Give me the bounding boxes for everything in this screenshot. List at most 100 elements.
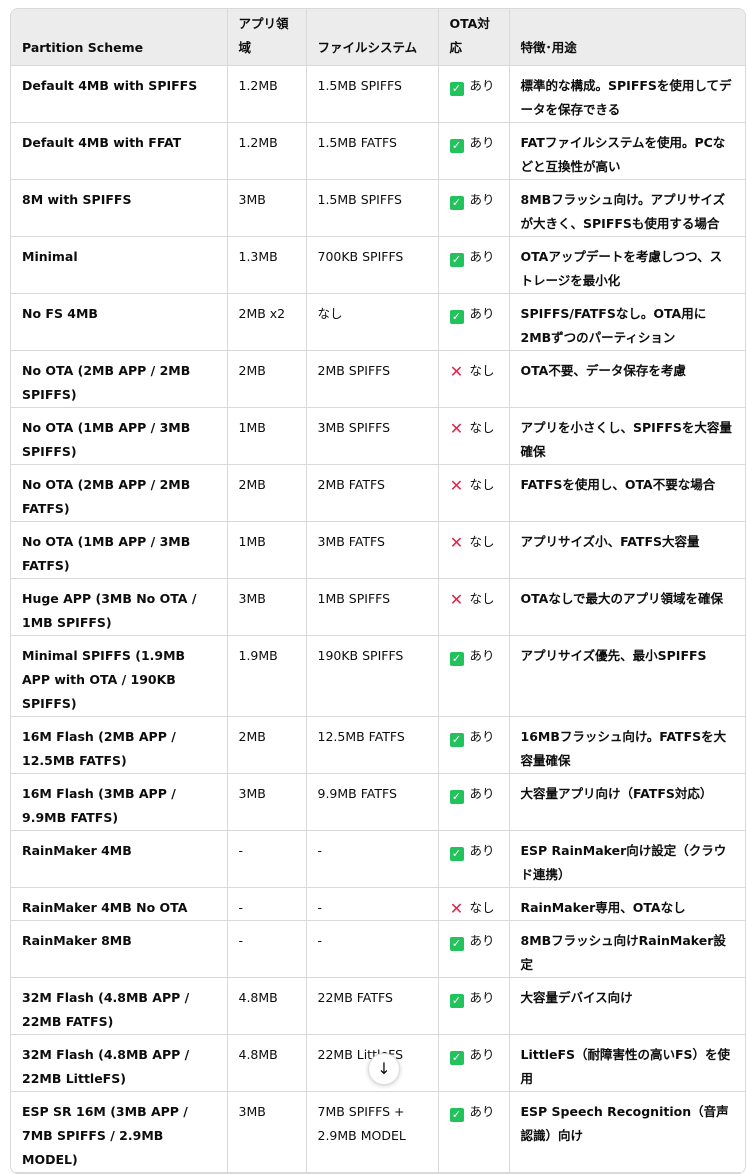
cell-scheme: Default 4MB with SPIFFS xyxy=(11,65,228,123)
cell-ota: ✓ あり xyxy=(438,1091,510,1173)
cross-icon: ✕ xyxy=(449,476,464,495)
cell-description: アプリを小さくし、SPIFFSを大容量確保 xyxy=(509,407,745,465)
ota-label: あり xyxy=(469,249,495,264)
cell-ota: ✓ あり xyxy=(438,122,510,180)
cell-ota: ✓ あり xyxy=(438,293,510,351)
cell-scheme: 32M Flash (4.8MB APP / 22MB FATFS) xyxy=(11,977,228,1035)
cell-ota: ✕ なし xyxy=(438,464,510,522)
cross-icon: ✕ xyxy=(449,590,464,609)
cell-app-size: 3MB xyxy=(227,578,307,636)
check-icon: ✓ xyxy=(449,733,464,747)
cell-app-size: - xyxy=(227,887,307,921)
header-features: 特徴･用途 xyxy=(509,9,745,66)
cell-scheme: 8M with SPIFFS xyxy=(11,179,228,237)
ota-label: あり xyxy=(469,78,495,93)
ota-label: なし xyxy=(469,900,495,915)
cell-filesystem: 22MB FATFS xyxy=(306,977,439,1035)
table-row: Minimal 1.3MB 700KB SPIFFS ✓ あり OTAアップデートを考慮し… xyxy=(11,236,745,294)
check-icon: ✓ xyxy=(449,139,464,153)
cell-filesystem: 700KB SPIFFS xyxy=(306,236,439,294)
cell-description: ESP Speech Recognition（音声認識）向け xyxy=(509,1091,745,1173)
partition-table-container: Partition Scheme アプリ領域 ファイルシステム OTA対応 特徴… xyxy=(10,8,746,1174)
cell-filesystem: 9.9MB FATFS xyxy=(306,773,439,831)
ota-label: なし xyxy=(469,591,495,606)
cell-ota: ✕ なし xyxy=(438,521,510,579)
cell-description: FATFSを使用し、OTA不要な場合 xyxy=(509,464,745,522)
cell-ota: ✓ あり xyxy=(438,920,510,978)
cell-description: OTAアップデートを考慮しつつ、ストレージを最小化 xyxy=(509,236,745,294)
table-row: RainMaker 4MB No OTA - - ✕ なし RainMaker専用、OTA… xyxy=(11,887,745,921)
table-row: No OTA (1MB APP / 3MB FATFS) 1MB 3MB FATFS… xyxy=(11,521,745,579)
cell-scheme: 16M Flash (2MB APP / 12.5MB FATFS) xyxy=(11,716,228,774)
ota-label: あり xyxy=(469,933,495,948)
cell-filesystem: - xyxy=(306,830,439,888)
check-icon: ✓ xyxy=(449,1108,464,1122)
cell-ota: ✓ あり xyxy=(438,179,510,237)
cell-app-size: 2MB xyxy=(227,716,307,774)
cell-filesystem: 1MB SPIFFS xyxy=(306,578,439,636)
check-icon: ✓ xyxy=(449,310,464,324)
header-filesystem: ファイルシステム xyxy=(306,9,439,66)
cell-scheme: RainMaker 4MB No OTA xyxy=(11,887,228,921)
cell-filesystem: 2MB FATFS xyxy=(306,464,439,522)
cell-scheme: No OTA (1MB APP / 3MB SPIFFS) xyxy=(11,407,228,465)
cell-scheme: Minimal SPIFFS (1.9MB APP with OTA / 190… xyxy=(11,635,228,717)
cell-description: ESP RainMaker向け設定（クラウド連携） xyxy=(509,830,745,888)
cell-scheme: 32M Flash (4.8MB APP / 22MB LittleFS) xyxy=(11,1034,228,1092)
cell-filesystem: なし xyxy=(306,293,439,351)
cell-app-size: 1.3MB xyxy=(227,236,307,294)
cell-filesystem: 12.5MB FATFS xyxy=(306,716,439,774)
ota-label: あり xyxy=(469,135,495,150)
check-icon: ✓ xyxy=(449,1051,464,1065)
table-row: 32M Flash (4.8MB APP / 22MB LittleFS) 4.8… xyxy=(11,1034,745,1092)
check-icon: ✓ xyxy=(449,937,464,951)
table-row: Huge APP (3MB No OTA / 1MB SPIFFS) 3MB 1MB… xyxy=(11,578,745,636)
ota-label: なし xyxy=(469,534,495,549)
table-row: No OTA (2MB APP / 2MB SPIFFS) 2MB 2MB SPIF… xyxy=(11,350,745,408)
cross-icon: ✕ xyxy=(449,899,464,918)
cell-ota: ✓ あり xyxy=(438,236,510,294)
ota-label: あり xyxy=(469,990,495,1005)
cell-scheme: No FS 4MB xyxy=(11,293,228,351)
header-partition-scheme: Partition Scheme xyxy=(11,9,228,66)
table-row: No OTA (2MB APP / 2MB FATFS) 2MB 2MB FATFS… xyxy=(11,464,745,522)
cell-description: 大容量アプリ向け（FATFS対応） xyxy=(509,773,745,831)
cell-app-size: 3MB xyxy=(227,179,307,237)
cell-ota: ✓ あり xyxy=(438,65,510,123)
cell-app-size: 3MB xyxy=(227,773,307,831)
partition-table: Partition Scheme アプリ領域 ファイルシステム OTA対応 特徴… xyxy=(11,9,745,1173)
cell-description: 標準的な構成。SPIFFSを使用してデータを保存できる xyxy=(509,65,745,123)
cell-scheme: RainMaker 4MB xyxy=(11,830,228,888)
scroll-to-bottom-button[interactable]: ↓ xyxy=(368,1053,400,1085)
ota-label: あり xyxy=(469,648,495,663)
cell-scheme: RainMaker 8MB xyxy=(11,920,228,978)
cell-description: SPIFFS/FATFSなし。OTA用に2MBずつのパーティション xyxy=(509,293,745,351)
table-row: ESP SR 16M (3MB APP / 7MB SPIFFS / 2.9MB… xyxy=(11,1091,745,1173)
table-header-row: Partition Scheme アプリ領域 ファイルシステム OTA対応 特徴… xyxy=(11,9,745,66)
cell-description: LittleFS（耐障害性の高いFS）を使用 xyxy=(509,1034,745,1092)
cell-app-size: 1MB xyxy=(227,407,307,465)
cell-filesystem: 1.5MB SPIFFS xyxy=(306,65,439,123)
cross-icon: ✕ xyxy=(449,419,464,438)
cell-description: OTAなしで最大のアプリ領域を確保 xyxy=(509,578,745,636)
table-row: Minimal SPIFFS (1.9MB APP with OTA / 190… xyxy=(11,635,745,717)
header-ota: OTA対応 xyxy=(438,9,510,66)
cell-ota: ✕ なし xyxy=(438,887,510,921)
check-icon: ✓ xyxy=(449,82,464,96)
header-app-area: アプリ領域 xyxy=(227,9,307,66)
cell-filesystem: 3MB FATFS xyxy=(306,521,439,579)
cell-description: OTA不要、データ保存を考慮 xyxy=(509,350,745,408)
table-row: Default 4MB with SPIFFS 1.2MB 1.5MB SPIFFS… xyxy=(11,65,745,123)
check-icon: ✓ xyxy=(449,196,464,210)
cell-filesystem: 2MB SPIFFS xyxy=(306,350,439,408)
table-row: 32M Flash (4.8MB APP / 22MB FATFS) 4.8MB 2… xyxy=(11,977,745,1035)
cell-description: 8MBフラッシュ向け。アプリサイズが大きく、SPIFFSも使用する場合 xyxy=(509,179,745,237)
cell-app-size: 4.8MB xyxy=(227,1034,307,1092)
cell-scheme: 16M Flash (3MB APP / 9.9MB FATFS) xyxy=(11,773,228,831)
cell-description: RainMaker専用、OTAなし xyxy=(509,887,745,921)
cell-description: 大容量デバイス向け xyxy=(509,977,745,1035)
ota-label: あり xyxy=(469,786,495,801)
cell-ota: ✕ なし xyxy=(438,578,510,636)
cell-description: アプリサイズ小、FATFS大容量 xyxy=(509,521,745,579)
ota-label: あり xyxy=(469,1104,495,1119)
